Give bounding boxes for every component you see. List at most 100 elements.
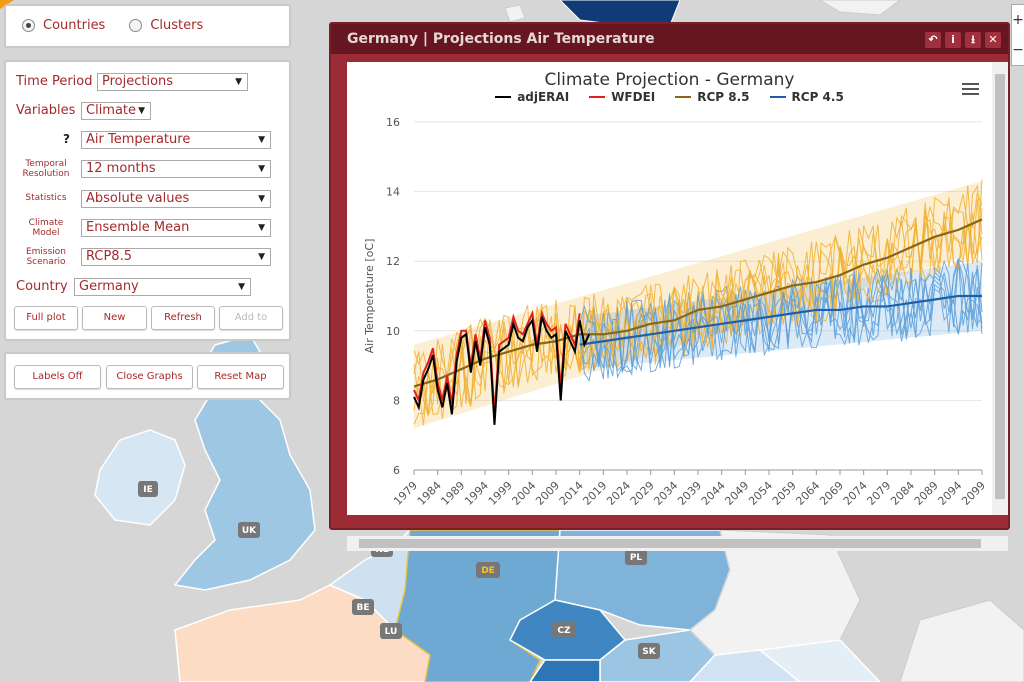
map-label-pl[interactable]: PL bbox=[630, 553, 643, 563]
graph-window-title: Germany | Projections Air Temperature bbox=[347, 31, 655, 47]
x-tick-label: 2094 bbox=[935, 479, 964, 508]
region-toggle-panel: Countries Clusters bbox=[4, 4, 291, 48]
x-tick-label: 2079 bbox=[864, 479, 893, 508]
download-icon[interactable]: ⭳ bbox=[965, 32, 981, 48]
map-label-ie[interactable]: IE bbox=[143, 485, 153, 495]
x-tick-label: 1994 bbox=[462, 479, 491, 508]
legend-item-wfdei[interactable]: WFDEI bbox=[589, 90, 655, 104]
close-graphs-button[interactable]: Close Graphs bbox=[106, 365, 193, 389]
series-line-adjerai bbox=[413, 316, 591, 425]
legend-item-rcp-8-5[interactable]: RCP 8.5 bbox=[675, 90, 750, 104]
x-tick-label: 2024 bbox=[604, 479, 633, 508]
legend-item-adjerai[interactable]: adjERAI bbox=[495, 90, 569, 104]
time-period-label: Time Period bbox=[16, 74, 93, 89]
zoom-in-button[interactable]: + bbox=[1012, 12, 1024, 28]
emission-scenario-select[interactable]: RCP8.5 ▼ bbox=[81, 248, 271, 266]
x-tick-label: 1984 bbox=[415, 479, 444, 508]
x-tick-label: 2029 bbox=[628, 479, 657, 508]
map-label-uk[interactable]: UK bbox=[242, 526, 257, 536]
variables-select[interactable]: Climate ▼ bbox=[81, 102, 151, 120]
undo-icon[interactable]: ↶ bbox=[925, 32, 941, 48]
vertical-scrollbar[interactable] bbox=[992, 62, 1008, 515]
map-label-de[interactable]: DE bbox=[481, 566, 495, 576]
emission-scenario-value: RCP8.5 bbox=[86, 249, 132, 264]
y-tick-label: 14 bbox=[386, 186, 400, 199]
map-label-sk[interactable]: SK bbox=[642, 647, 656, 657]
rcp85-member-line bbox=[413, 192, 983, 405]
zoom-out-button[interactable]: − bbox=[1012, 42, 1024, 58]
x-tick-label: 2059 bbox=[770, 479, 799, 508]
chevron-down-icon: ▼ bbox=[258, 223, 265, 233]
countries-radio[interactable] bbox=[22, 19, 35, 32]
graph-window[interactable]: Germany | Projections Air Temperature ↶ … bbox=[329, 22, 1010, 551]
map-actions-panel: Labels Off Close Graphs Reset Map bbox=[4, 352, 291, 400]
romania-region bbox=[758, 639, 882, 682]
y-tick-label: 8 bbox=[393, 394, 400, 407]
climate-model-select[interactable]: Ensemble Mean ▼ bbox=[81, 219, 271, 237]
horizontal-scrollbar[interactable] bbox=[347, 536, 1008, 551]
graph-window-header[interactable]: Germany | Projections Air Temperature ↶ … bbox=[331, 24, 1008, 54]
y-tick-label: 6 bbox=[393, 464, 400, 477]
series-line-rcp-8-5 bbox=[413, 218, 983, 388]
close-icon[interactable]: ✕ bbox=[985, 32, 1001, 48]
legend-item-rcp-4-5[interactable]: RCP 4.5 bbox=[769, 90, 844, 104]
x-tick-label: 2034 bbox=[651, 479, 680, 508]
x-tick-label: 2044 bbox=[699, 479, 728, 508]
x-tick-label: 2099 bbox=[959, 479, 988, 508]
y-axis-label: Air Temperature [oC] bbox=[363, 239, 376, 354]
legend-label: RCP 8.5 bbox=[697, 90, 750, 104]
statistics-label: Statistics bbox=[25, 193, 67, 203]
legend-swatch bbox=[769, 96, 786, 98]
legend-label: WFDEI bbox=[611, 90, 656, 104]
horizontal-scroll-thumb[interactable] bbox=[359, 539, 981, 548]
vertical-scroll-thumb[interactable] bbox=[995, 74, 1005, 499]
map-label-cz[interactable]: CZ bbox=[557, 626, 571, 636]
variable-value: Air Temperature bbox=[86, 132, 191, 147]
chart-menu-icon[interactable] bbox=[962, 80, 979, 98]
ireland-region bbox=[94, 429, 186, 526]
statistics-select[interactable]: Absolute values ▼ bbox=[81, 190, 271, 208]
legend-label: adjERAI bbox=[517, 90, 570, 104]
variable-select[interactable]: Air Temperature ▼ bbox=[81, 131, 271, 149]
info-icon[interactable]: i bbox=[945, 32, 961, 48]
new-button[interactable]: New bbox=[82, 306, 147, 330]
x-tick-label: 2049 bbox=[722, 479, 751, 508]
statistics-value: Absolute values bbox=[86, 191, 190, 206]
east-coast bbox=[899, 599, 1024, 682]
help-icon[interactable]: ? bbox=[63, 132, 70, 146]
emission-scenario-label: Emission Scenario bbox=[25, 247, 67, 267]
clusters-label[interactable]: Clusters bbox=[150, 18, 204, 33]
y-tick-label: 12 bbox=[386, 255, 400, 268]
chevron-down-icon: ▼ bbox=[258, 135, 265, 145]
labels-off-button[interactable]: Labels Off bbox=[14, 365, 101, 389]
countries-label[interactable]: Countries bbox=[43, 18, 106, 33]
y-tick-label: 16 bbox=[386, 116, 400, 129]
x-tick-label: 2039 bbox=[675, 479, 704, 508]
x-tick-label: 1979 bbox=[391, 479, 420, 508]
temporal-resolution-label: Temporal Resolution bbox=[22, 159, 70, 179]
legend-swatch bbox=[675, 96, 692, 98]
add-to-button[interactable]: Add to bbox=[219, 306, 283, 330]
legend-swatch bbox=[589, 96, 606, 98]
y-tick-label: 10 bbox=[386, 325, 400, 338]
legend-label: RCP 4.5 bbox=[791, 90, 844, 104]
chevron-down-icon: ▼ bbox=[258, 252, 265, 262]
reset-map-button[interactable]: Reset Map bbox=[197, 365, 284, 389]
series-line-rcp-4-5 bbox=[579, 294, 982, 346]
map-label-lu[interactable]: LU bbox=[385, 627, 398, 637]
map-label-be[interactable]: BE bbox=[356, 603, 369, 613]
climate-model-value: Ensemble Mean bbox=[86, 220, 190, 235]
refresh-button[interactable]: Refresh bbox=[151, 306, 215, 330]
chevron-down-icon: ▼ bbox=[258, 164, 265, 174]
time-period-select[interactable]: Projections ▼ bbox=[97, 73, 248, 91]
country-select[interactable]: Germany ▼ bbox=[74, 278, 251, 296]
time-period-value: Projections bbox=[102, 74, 174, 89]
temporal-resolution-value: 12 months bbox=[86, 161, 156, 176]
variables-label: Variables bbox=[16, 103, 76, 118]
legend-swatch bbox=[495, 96, 512, 98]
full-plot-button[interactable]: Full plot bbox=[14, 306, 78, 330]
temporal-resolution-select[interactable]: 12 months ▼ bbox=[81, 160, 271, 178]
clusters-radio[interactable] bbox=[129, 19, 143, 32]
x-tick-label: 2089 bbox=[912, 479, 941, 508]
